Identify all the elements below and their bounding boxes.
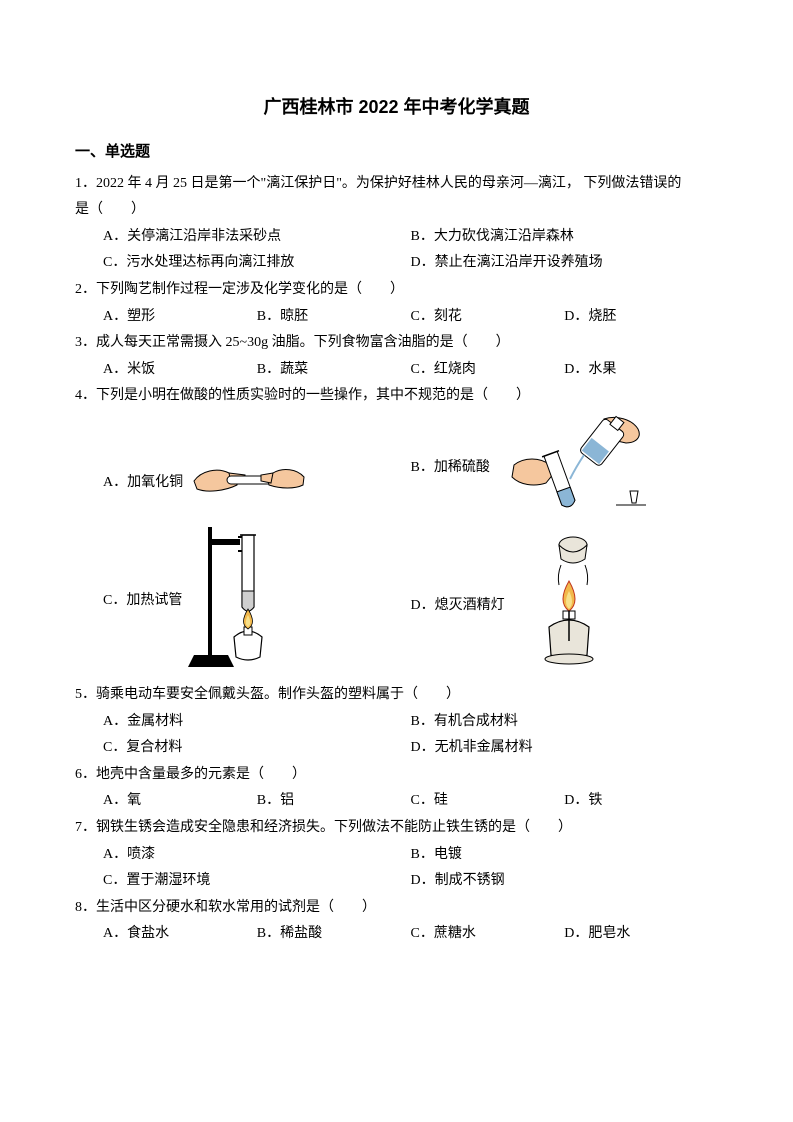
q4-option-b-wrap: B．加稀硫酸 — [411, 413, 719, 524]
heating-tube-icon — [188, 521, 298, 682]
q5-options-row1: A．金属材料 B．有机合成材料 — [75, 709, 718, 736]
extinguish-lamp-icon — [511, 531, 621, 682]
q5-stem: 5．骑乘电动车要安全佩戴头盔。制作头盔的塑料属于（ ） — [75, 682, 718, 709]
q4-options-row2: C．加热试管 — [75, 532, 718, 682]
q2-stem: 2．下列陶艺制作过程一定涉及化学变化的是（ ） — [75, 277, 718, 304]
q4-stem: 4．下列是小明在做酸的性质实验时的一些操作，其中不规范的是（ ） — [75, 383, 718, 410]
q1-option-c: C．污水处理达标再向漓江排放 — [103, 250, 411, 277]
q8-option-d: D．肥皂水 — [564, 921, 718, 948]
q6-options: A．氧 B．铝 C．硅 D．铁 — [75, 788, 718, 815]
q3-options: A．米饭 B．蔬菜 C．红烧肉 D．水果 — [75, 357, 718, 384]
exam-page: 广西桂林市 2022 年中考化学真题 一、单选题 1．2022 年 4 月 25… — [0, 0, 793, 1122]
q1-options-row2: C．污水处理达标再向漓江排放 D．禁止在漓江沿岸开设养殖场 — [75, 250, 718, 277]
q4-options-row1: A．加氧化铜 B．加稀硫酸 — [75, 414, 718, 524]
q7-option-b: B．电镀 — [411, 842, 719, 869]
q8-stem: 8．生活中区分硬水和软水常用的试剂是（ ） — [75, 895, 718, 922]
q5-option-b: B．有机合成材料 — [411, 709, 719, 736]
q6-option-d: D．铁 — [564, 788, 718, 815]
q5-option-a: A．金属材料 — [103, 709, 411, 736]
q4-option-d-label: D．熄灭酒精灯 — [411, 593, 505, 620]
q4-option-d-wrap: D．熄灭酒精灯 — [411, 531, 719, 682]
q2-option-d: D．烧胚 — [564, 304, 718, 331]
q1-options-row1: A．关停漓江沿岸非法采砂点 B．大力砍伐漓江沿岸森林 — [75, 224, 718, 251]
section-heading: 一、单选题 — [75, 138, 718, 167]
q7-options-row2: C．置于潮湿环境 D．制成不锈钢 — [75, 868, 718, 895]
q3-option-a: A．米饭 — [103, 357, 257, 384]
q2-options: A．塑形 B．晾胚 C．刻花 D．烧胚 — [75, 304, 718, 331]
q8-option-c: C．蔗糖水 — [411, 921, 565, 948]
q4-option-a-wrap: A．加氧化铜 — [103, 443, 411, 524]
q2-option-a: A．塑形 — [103, 304, 257, 331]
q6-option-b: B．铝 — [257, 788, 411, 815]
q7-option-c: C．置于潮湿环境 — [103, 868, 411, 895]
hands-holding-tube-icon — [189, 443, 309, 524]
q2-option-b: B．晾胚 — [257, 304, 411, 331]
q3-option-d: D．水果 — [564, 357, 718, 384]
q1-option-a: A．关停漓江沿岸非法采砂点 — [103, 224, 411, 251]
q7-stem: 7．钢铁生锈会造成安全隐患和经济损失。下列做法不能防止铁生锈的是（ ） — [75, 815, 718, 842]
q2-option-c: C．刻花 — [411, 304, 565, 331]
q1-stem-line2: 是（ ） — [75, 197, 718, 224]
q5-option-d: D．无机非金属材料 — [411, 735, 719, 762]
page-title: 广西桂林市 2022 年中考化学真题 — [75, 90, 718, 124]
q1-stem-line1: 1．2022 年 4 月 25 日是第一个"漓江保护日"。为保护好桂林人民的母亲… — [75, 171, 718, 198]
q5-option-c: C．复合材料 — [103, 735, 411, 762]
q8-options: A．食盐水 B．稀盐酸 C．蔗糖水 D．肥皂水 — [75, 921, 718, 948]
q7-option-d: D．制成不锈钢 — [411, 868, 719, 895]
q3-stem: 3．成人每天正常需摄入 25~30g 油脂。下列食物富含油脂的是（ ） — [75, 330, 718, 357]
q3-option-c: C．红烧肉 — [411, 357, 565, 384]
q4-option-c-wrap: C．加热试管 — [103, 521, 411, 682]
q1-option-d: D．禁止在漓江沿岸开设养殖场 — [411, 250, 719, 277]
q4-option-c-label: C．加热试管 — [103, 588, 182, 615]
q6-stem: 6．地壳中含量最多的元素是（ ） — [75, 762, 718, 789]
q1-option-b: B．大力砍伐漓江沿岸森林 — [411, 224, 719, 251]
q3-option-b: B．蔬菜 — [257, 357, 411, 384]
q7-option-a: A．喷漆 — [103, 842, 411, 869]
q8-option-a: A．食盐水 — [103, 921, 257, 948]
pouring-acid-icon — [496, 413, 646, 524]
q6-option-c: C．硅 — [411, 788, 565, 815]
q8-option-b: B．稀盐酸 — [257, 921, 411, 948]
q4-option-b-label: B．加稀硫酸 — [411, 455, 490, 482]
q7-options-row1: A．喷漆 B．电镀 — [75, 842, 718, 869]
q4-option-a-label: A．加氧化铜 — [103, 470, 183, 497]
q6-option-a: A．氧 — [103, 788, 257, 815]
q5-options-row2: C．复合材料 D．无机非金属材料 — [75, 735, 718, 762]
